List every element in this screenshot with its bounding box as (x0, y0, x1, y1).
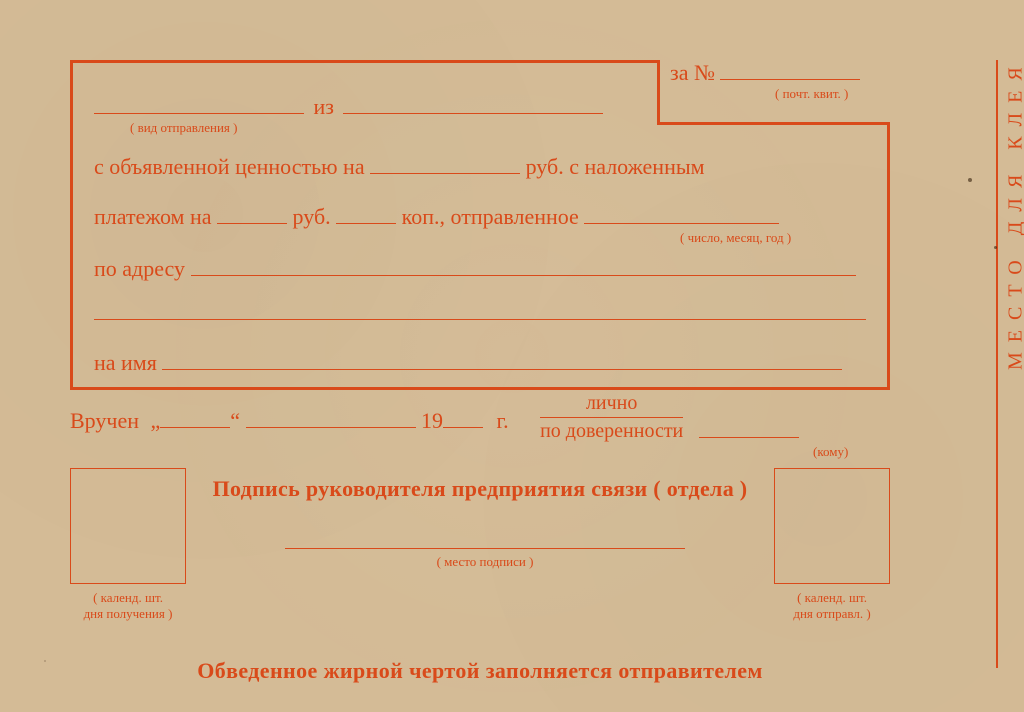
signature-line (285, 548, 685, 549)
blank-recipient (162, 350, 842, 370)
sub-shipment-type: ( вид отправления ) (130, 120, 237, 136)
text-cod-3: коп., отправленное (402, 204, 579, 229)
footnote: Обведенное жирной чертой заполняется отп… (70, 658, 890, 684)
line-address-1: по адресу (94, 256, 866, 282)
blank-sent-date (584, 204, 779, 224)
label-address: по адресу (94, 256, 185, 281)
glue-label: МЕСТО ДЛЯ КЛЕЯ (1005, 57, 1024, 370)
century: 19 (421, 408, 443, 433)
year-suffix: г. (497, 408, 509, 433)
line-address-2 (94, 300, 866, 325)
signature-place-sub: ( место подписи ) (285, 554, 685, 570)
sub-date: ( число, месяц, год ) (680, 230, 791, 246)
blank-cod-rub (217, 204, 287, 224)
blank-whom (699, 418, 799, 438)
delivery-mode: лично по доверенности (540, 392, 683, 443)
below-frame: Вручен „“ 19 г. лично по доверенности (к… (70, 408, 890, 459)
blank-day (160, 408, 230, 428)
line-type-from: из (94, 94, 649, 120)
delivered-row: Вручен „“ 19 г. лично по доверенности (70, 408, 890, 459)
mode-personally: лично (540, 392, 683, 418)
quote-close: “ (230, 408, 240, 433)
blank-cod-kop (336, 204, 396, 224)
stamp-left-caption: ( календ. шт.дня получения ) (48, 590, 208, 622)
text-declared-prefix: с объявленной ценностью на (94, 154, 365, 179)
blank-address-1 (191, 256, 856, 276)
stamp-right-caption: ( календ. шт.дня отправл. ) (752, 590, 912, 622)
bold-frame: из ( вид отправления ) с объявленной цен… (70, 60, 890, 390)
quote-open: „ (151, 408, 161, 433)
signature-heading: Подпись руководителя предприятия связи (… (70, 476, 890, 502)
stamp-box-received (70, 468, 186, 584)
line-cod: платежом на руб. коп., отправленное (94, 204, 866, 230)
label-delivered: Вручен (70, 408, 139, 433)
mode-proxy: по доверенности (540, 418, 683, 443)
glue-divider (996, 60, 998, 668)
sub-whom: (кому) (813, 444, 848, 460)
blank-shipment-type (94, 94, 304, 114)
text-declared-suffix: руб. с наложенным (526, 154, 705, 179)
blank-declared-rub (370, 154, 520, 174)
blank-month (246, 408, 416, 428)
word-iz: из (314, 94, 334, 119)
stamp-box-sent (774, 468, 890, 584)
form-area: за № ( почт. квит. ) из ( вид отправлени… (70, 60, 890, 390)
label-recipient: на имя (94, 350, 157, 375)
line-declared-value: с объявленной ценностью на руб. с наложе… (94, 154, 866, 180)
blank-year (443, 408, 483, 428)
blank-from (343, 94, 603, 114)
line-recipient: на имя (94, 350, 866, 376)
text-cod-1: платежом на (94, 204, 212, 229)
blank-address-2 (94, 300, 866, 320)
text-cod-2: руб. (293, 204, 331, 229)
